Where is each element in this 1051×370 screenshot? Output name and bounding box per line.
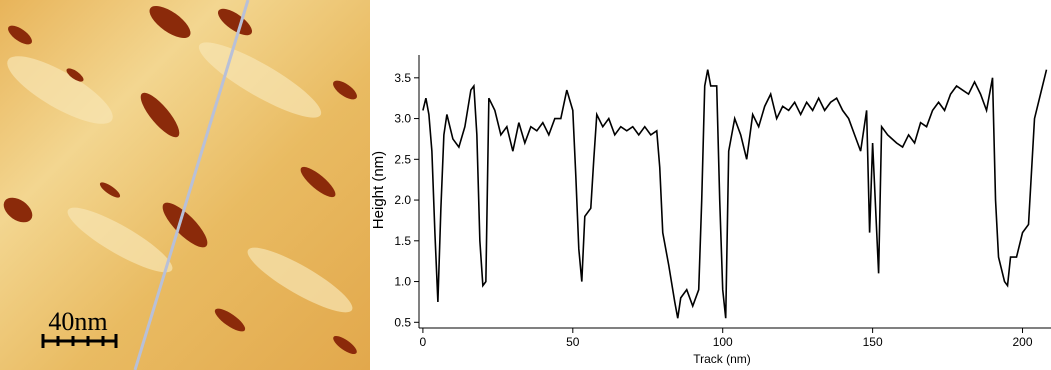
- profile-chart: Height (nm) Track (nm) 0.5 1.0 1.5 2.0 2.5 3.…: [370, 55, 1051, 366]
- x-tick-label: 100: [713, 335, 733, 349]
- afm-image: 40nm: [0, 0, 370, 370]
- x-tick-label: 150: [863, 335, 883, 349]
- y-tick-label: 1.0: [394, 275, 411, 289]
- y-axis-label: Height (nm): [370, 151, 387, 229]
- y-tick-label: 2.5: [394, 152, 411, 166]
- profile-line: [422, 69, 1048, 319]
- x-tick-label: 200: [1013, 335, 1033, 349]
- y-tick-label: 0.5: [394, 315, 411, 329]
- x-axis-label: Track (nm): [693, 352, 751, 366]
- y-tick-label: 3.0: [394, 112, 411, 126]
- y-tick-label: 1.5: [394, 234, 411, 248]
- y-tick-label: 2.0: [394, 193, 411, 207]
- x-tick-label: 50: [566, 335, 580, 349]
- scale-bar-label: 40nm: [48, 307, 107, 336]
- x-tick-label: 0: [420, 335, 427, 349]
- y-tick-label: 3.5: [394, 71, 411, 85]
- scale-bar: [41, 334, 118, 348]
